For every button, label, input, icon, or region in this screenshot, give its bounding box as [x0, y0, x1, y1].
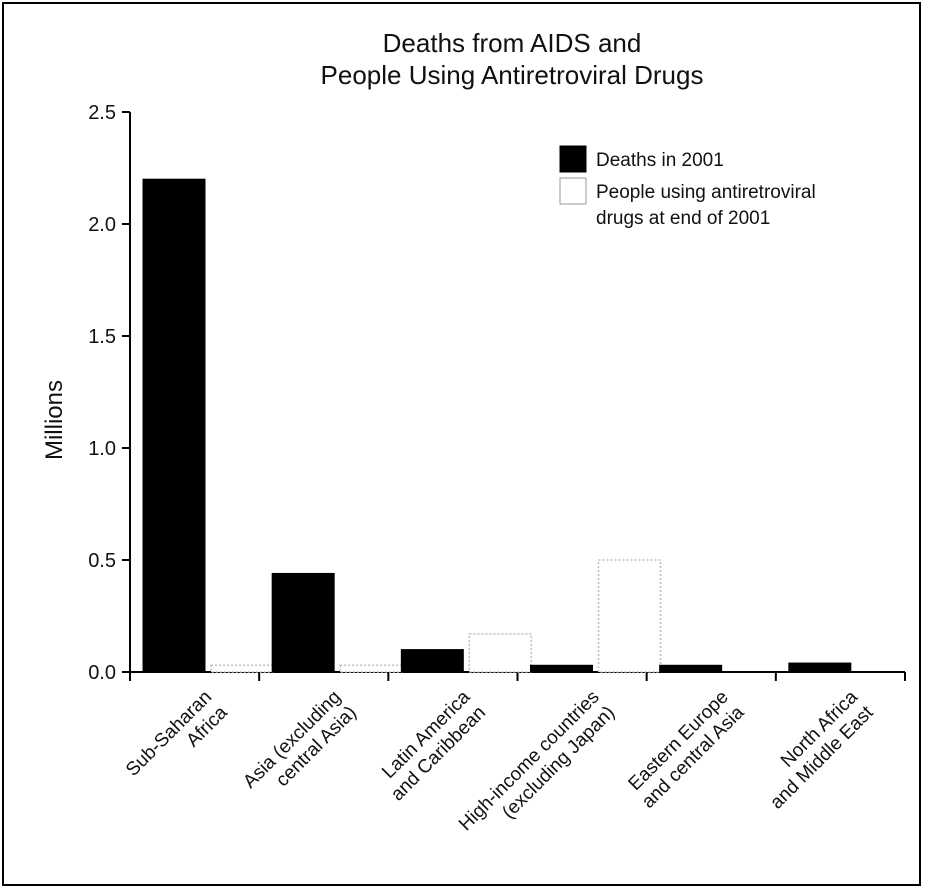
bar-deaths [142, 178, 206, 673]
y-tick-label: 0.5 [88, 550, 116, 572]
y-tick-label: 1.5 [88, 326, 116, 348]
legend-label: People using antiretroviral [596, 182, 816, 203]
legend-label: drugs at end of 2001 [596, 208, 770, 229]
y-axis-label: Millions [41, 380, 68, 460]
legend-swatch-antiretroviral [559, 177, 587, 205]
bar-antiretroviral [339, 664, 403, 673]
y-tick-label: 0.0 [88, 662, 116, 684]
bar-deaths [400, 649, 464, 673]
y-tick-label: 2.5 [88, 102, 116, 124]
legend-label: Deaths in 2001 [596, 150, 724, 171]
chart-title-line-1: Deaths from AIDS and [383, 28, 642, 58]
bars [142, 178, 852, 673]
bar-deaths [271, 572, 335, 673]
bar-deaths [659, 664, 723, 673]
bar-antiretroviral [468, 633, 533, 673]
legend-swatch-deaths [559, 145, 587, 173]
y-tick-label: 2.0 [88, 214, 116, 236]
bar-antiretroviral [597, 559, 662, 673]
bar-antiretroviral [210, 664, 274, 673]
bar-deaths [530, 664, 593, 673]
y-tick-label: 1.0 [88, 438, 116, 460]
chart-title-line-2: People Using Antiretroviral Drugs [321, 60, 704, 90]
bar-deaths [788, 662, 852, 673]
legend: Deaths in 2001 People using antiretrovira… [559, 145, 816, 229]
